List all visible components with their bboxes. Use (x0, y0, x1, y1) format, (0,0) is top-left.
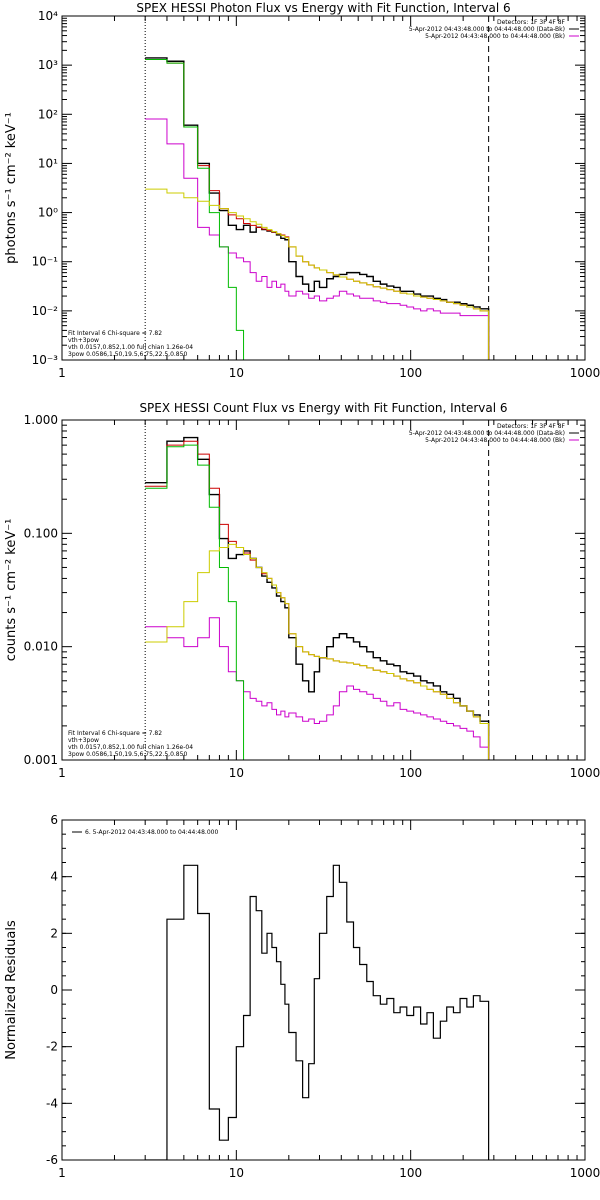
x-tick-label: 1 (58, 766, 66, 780)
series-line-0 (145, 436, 490, 760)
legend-bottom-left-text: vth+3pow (68, 737, 99, 744)
legend-top-right-text: 5-Apr-2012 04:43:48.000 to 04:44:48.000 … (409, 430, 565, 437)
legend-bottom-left-text: Fit Interval 6 Chi-square = 7.82 (68, 330, 162, 337)
legend-top-right-text: 5-Apr-2012 04:43:48.000 to 04:44:48.000 … (409, 26, 565, 33)
legend-bottom-left-text: vth+3pow (68, 337, 99, 344)
series-line-1 (145, 617, 490, 760)
y-tick-label: 6 (50, 813, 58, 827)
legend-top-right-text: Detectors: 1F 3F 4F 8F (497, 423, 566, 430)
series-line-4 (145, 188, 490, 360)
series-group (145, 864, 490, 1160)
y-tick-label: -6 (46, 1153, 58, 1167)
x-tick-label: 1000 (570, 366, 600, 380)
plot-frame (61, 419, 586, 761)
y-axis-label: photons s⁻¹ cm⁻² keV⁻¹ (4, 112, 19, 264)
y-tick-label: 10¹ (38, 156, 58, 170)
series-line-0 (145, 864, 490, 1160)
legend-bottom-left-text: Fit Interval 6 Chi-square = 7.82 (68, 730, 162, 737)
x-tick-label: 1000 (570, 1166, 600, 1180)
y-tick-label: 10³ (38, 58, 58, 72)
x-tick-label: 100 (399, 366, 422, 380)
series-line-2 (145, 440, 490, 760)
y-tick-label: 10⁻³ (32, 353, 59, 367)
y-tick-label: 0.100 (24, 526, 58, 540)
y-tick-label: 0.001 (24, 753, 58, 767)
x-tick-label: 1 (58, 1166, 66, 1180)
chart-title: SPEX HESSI Photon Flux vs Energy with Fi… (136, 1, 510, 15)
y-axis-label: counts s⁻¹ cm⁻² keV⁻¹ (4, 519, 19, 662)
legend-top-right-text: 5-Apr-2012 04:43:48.000 to 04:44:48.000 … (425, 437, 565, 444)
minor-ticks (62, 420, 585, 760)
legend-bottom-left-text: 3pow 0.0586,1.50,19.5,6.75,22.5,0.850 (68, 351, 187, 358)
legend-bottom-left-text: vth 0.0157,0.852,1.00 full chian 1.26e-0… (68, 344, 193, 351)
series-group (145, 57, 490, 360)
x-tick-label: 10 (229, 766, 244, 780)
photon-flux-panel: SPEX HESSI Photon Flux vs Energy with Fi… (4, 1, 600, 380)
x-tick-label: 1000 (570, 766, 600, 780)
chart-title: SPEX HESSI Count Flux vs Energy with Fit… (139, 401, 507, 415)
y-tick-label: 10² (38, 107, 58, 121)
legend-bottom-left-text: 3pow 0.0586,1.50,19.5,6.75,22.5,0.850 (68, 751, 187, 758)
series-line-3 (145, 444, 245, 760)
series-line-3 (145, 59, 245, 360)
series-line-2 (145, 59, 490, 360)
minor-ticks (62, 16, 585, 360)
x-tick-label: 100 (399, 766, 422, 780)
minor-ticks (62, 819, 585, 1161)
y-tick-label: 2 (50, 926, 58, 940)
y-tick-label: 0.010 (24, 640, 58, 654)
y-tick-label: 0 (50, 983, 58, 997)
y-tick-label: 10⁻² (32, 304, 59, 318)
plot-frame (61, 819, 586, 1161)
plot-frame (61, 15, 586, 361)
x-tick-label: 10 (229, 1166, 244, 1180)
x-tick-label: 10 (229, 366, 244, 380)
series-line-4 (145, 543, 490, 760)
series-line-0 (145, 57, 490, 360)
y-tick-label: 10⁻¹ (32, 255, 59, 269)
y-tick-label: 10⁴ (38, 9, 58, 23)
y-tick-label: -2 (46, 1040, 58, 1054)
y-axis-label: Normalized Residuals (4, 920, 19, 1060)
x-tick-label: 100 (399, 1166, 422, 1180)
legend-top-right-text: 5-Apr-2012 04:43:48.000 to 04:44:48.000 … (425, 33, 565, 40)
legend-top-right-text: Detectors: 1F 3F 4F 8F (497, 19, 566, 26)
series-group (145, 436, 490, 760)
x-tick-label: 1 (58, 366, 66, 380)
y-tick-label: 1.000 (24, 413, 58, 427)
legend-bottom-left-text: vth 0.0157,0.852,1.00 full chian 1.26e-0… (68, 744, 193, 751)
y-tick-label: 10⁰ (38, 206, 58, 220)
legend-top-left-text: 6. 5-Apr-2012 04:43:48.000 to 04:44:48.0… (85, 829, 218, 836)
y-tick-label: -4 (46, 1096, 58, 1110)
series-line-1 (145, 118, 490, 360)
y-tick-label: 4 (50, 870, 58, 884)
count-flux-panel: SPEX HESSI Count Flux vs Energy with Fit… (4, 401, 600, 780)
residuals-panel: Normalized Residuals 1 10 100 1000 -6 -4 -2 0 2 4 6… (4, 813, 600, 1180)
